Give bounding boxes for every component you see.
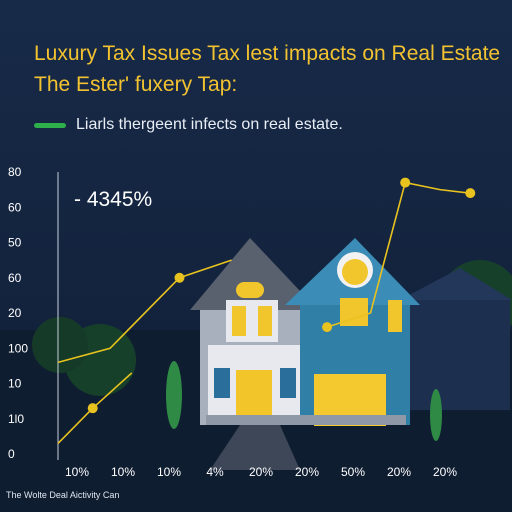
y-tick-label: 60 xyxy=(8,271,22,285)
x-tick-label: 4% xyxy=(206,465,224,479)
y-tick-label: 50 xyxy=(8,236,22,250)
data-point xyxy=(400,177,411,188)
y-tick-label: 100 xyxy=(8,341,28,355)
series-group xyxy=(57,177,476,444)
legend-swatch xyxy=(34,122,66,128)
x-tick-label: 20% xyxy=(433,465,457,479)
legend-entry-label: Liarls thergeent infects on real estate. xyxy=(76,116,343,133)
y-tick-label: 20 xyxy=(8,306,22,320)
x-tick-label: 20% xyxy=(249,465,273,479)
y-tick-label: 60 xyxy=(8,200,22,214)
x-tick-label: 20% xyxy=(387,465,411,479)
percentage-annotation: - 4345% xyxy=(74,188,153,211)
data-point xyxy=(174,272,185,283)
legend: Liarls thergeent infects on real estate. xyxy=(34,116,343,134)
y-axis-ticks: 80 60 50 60 20 100 10 1l0 0 xyxy=(8,165,28,461)
chart-title: Luxury Tax Issues Tax lest impacts on Re… xyxy=(34,42,501,96)
x-tick-label: 50% xyxy=(341,465,365,479)
y-tick-label: 10 xyxy=(8,377,22,391)
y-tick-label: 80 xyxy=(8,165,22,179)
y-tick-label: 1l0 xyxy=(8,412,24,426)
data-point xyxy=(465,188,476,199)
x-axis-ticks: 10% 10% 10% 4% 20% 20% 50% 20% 20% xyxy=(65,465,457,479)
x-tick-label: 10% xyxy=(65,465,89,479)
y-tick-label: 0 xyxy=(8,447,15,461)
data-point xyxy=(322,322,333,333)
data-point xyxy=(87,403,98,414)
x-tick-label: 10% xyxy=(111,465,135,479)
footer-caption: The Wolte Deal Aictivity Can xyxy=(6,490,120,500)
series-line xyxy=(57,259,232,364)
house-illustration xyxy=(0,238,512,512)
x-tick-label: 20% xyxy=(295,465,319,479)
x-tick-label: 10% xyxy=(157,465,181,479)
